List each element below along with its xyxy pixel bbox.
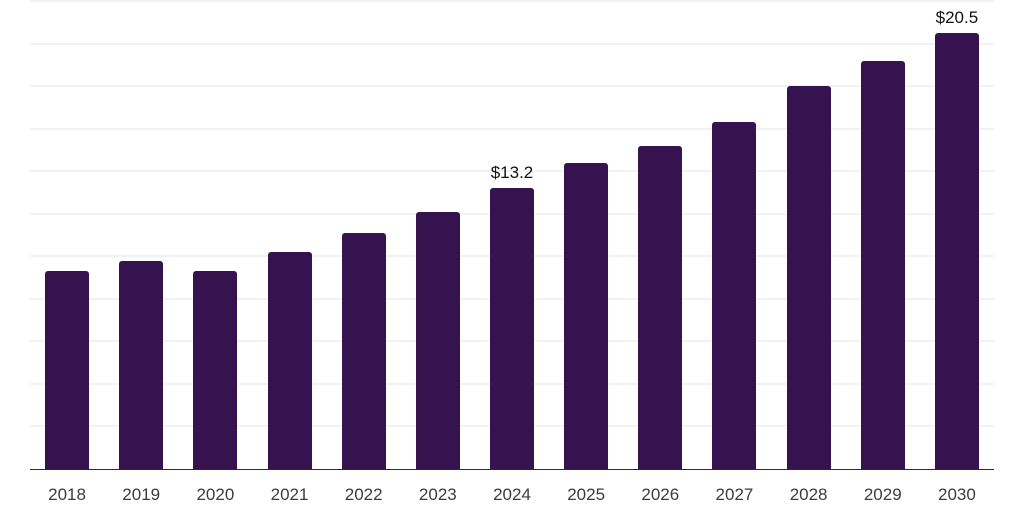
bar-2028 — [786, 86, 831, 469]
x-tick-label-2024: 2024 — [493, 485, 531, 504]
x-tick-label-2019: 2019 — [122, 485, 161, 504]
bar-value-label-2024: $13.2 — [490, 163, 534, 183]
gridline — [30, 42, 994, 45]
bar-2018 — [45, 271, 90, 469]
x-tick-label-2027: 2027 — [715, 485, 754, 504]
bar-2020 — [193, 271, 238, 469]
x-tick-label-2025: 2025 — [567, 485, 606, 504]
gridline — [30, 127, 994, 130]
x-tick-label-2028: 2028 — [789, 485, 828, 504]
x-tick-label-2029: 2029 — [863, 485, 902, 504]
x-tick-label-2030: 2030 — [938, 485, 976, 504]
gridline — [30, 85, 994, 88]
bar-2024 — [490, 188, 534, 469]
x-tick-label-2021: 2021 — [270, 485, 309, 504]
x-tick-label-2026: 2026 — [641, 485, 680, 504]
x-tick-label-2020: 2020 — [196, 485, 235, 504]
x-tick-label-2022: 2022 — [344, 485, 383, 504]
bar-2025 — [564, 162, 609, 469]
bar-value-label-2030: $20.5 — [935, 7, 979, 27]
x-tick-label-2018: 2018 — [48, 485, 86, 504]
x-axis-line — [30, 469, 994, 470]
x-tick-label-2023: 2023 — [418, 485, 457, 504]
bar-2029 — [860, 60, 905, 469]
bar-2027 — [712, 122, 757, 469]
gridline — [30, 0, 994, 2]
bar-2030 — [934, 32, 979, 469]
bar-2022 — [341, 232, 386, 469]
bar-2021 — [267, 252, 312, 469]
bar-2023 — [415, 211, 460, 469]
bar-2019 — [119, 260, 164, 469]
bar-2026 — [638, 145, 683, 469]
